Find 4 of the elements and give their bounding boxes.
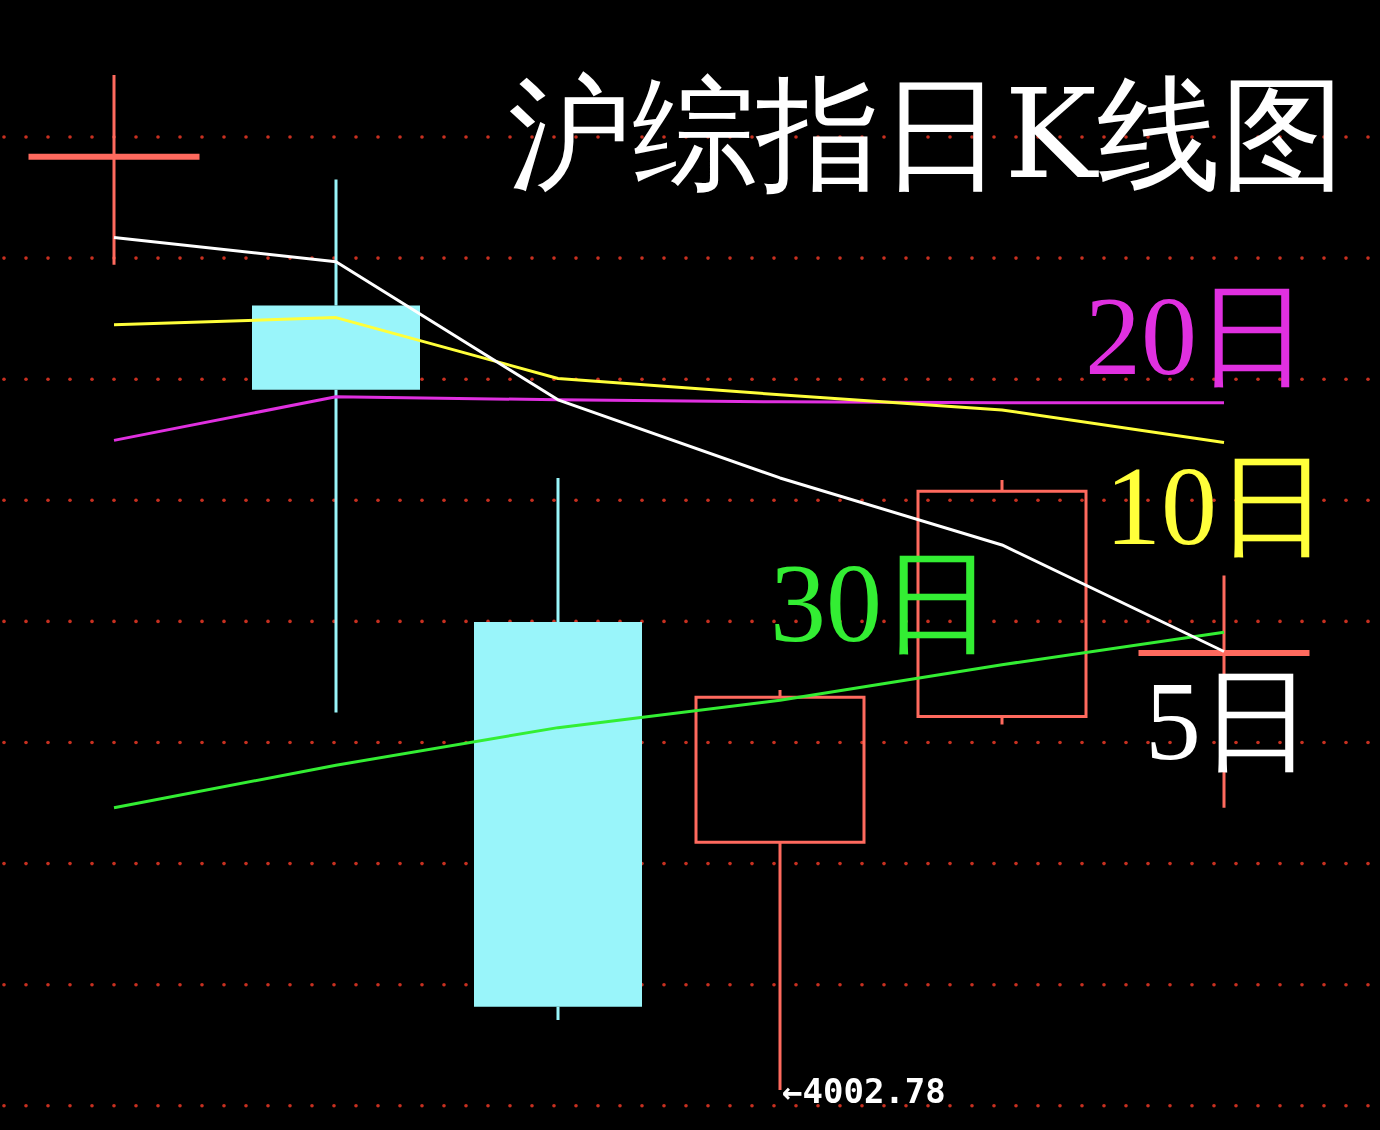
annotation: ←4002.78	[782, 1070, 946, 1111]
chart-title: 沪综指日K线图	[508, 62, 1345, 207]
series-label: 20日	[1085, 274, 1309, 399]
series-label: 10日	[1105, 444, 1329, 569]
